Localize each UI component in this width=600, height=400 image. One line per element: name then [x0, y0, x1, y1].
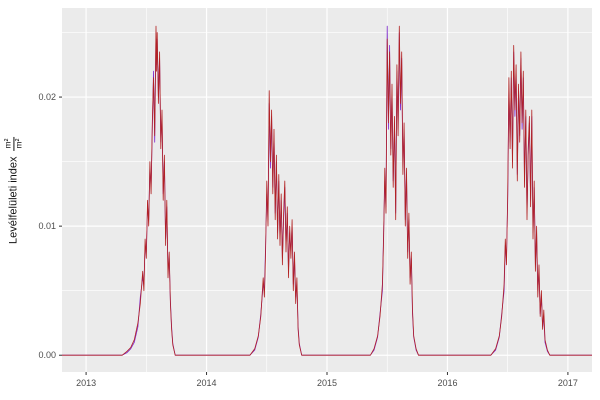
series-red-line — [62, 25, 592, 356]
x-tick-label: 2013 — [76, 378, 96, 388]
y-tick-label: 0.01 — [38, 221, 56, 231]
x-tick-label: 2015 — [317, 378, 337, 388]
y-tick-label: 0.02 — [38, 92, 56, 102]
y-tick-label: 0.00 — [38, 350, 56, 360]
x-tick-label: 2014 — [197, 378, 217, 388]
x-tick-label: 2017 — [558, 378, 578, 388]
x-tick-label: 2016 — [437, 378, 457, 388]
